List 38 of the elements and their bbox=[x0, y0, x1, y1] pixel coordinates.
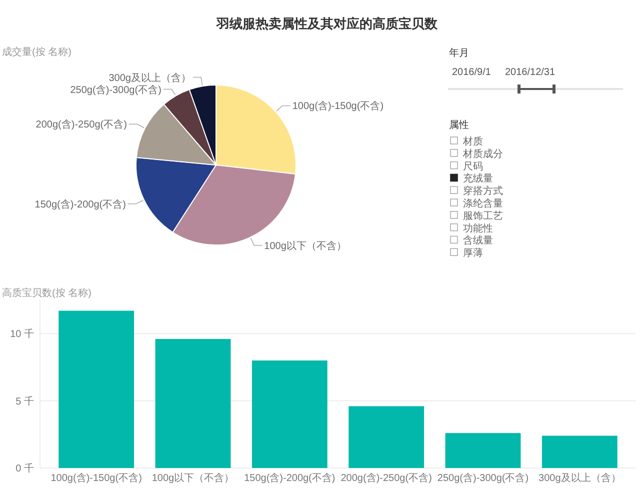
slice-label: 100g以下（不含） bbox=[264, 240, 346, 252]
text: 2016/9/1 bbox=[452, 67, 492, 78]
x-tick-label: 200g(含)-250g(不含) bbox=[340, 472, 432, 484]
x-tick-label: 150g(含)-200g(不含) bbox=[244, 472, 336, 484]
text: 年月 bbox=[449, 47, 469, 59]
slice-label: 200g(含)-250g(不含) bbox=[36, 118, 127, 131]
bar bbox=[445, 433, 521, 468]
category-label: 厚薄 bbox=[463, 247, 483, 260]
chart-title: 羽绒服热卖属性及其对应的高质宝贝数 bbox=[216, 16, 438, 31]
category-label: 材质 bbox=[462, 136, 483, 148]
category-label: 材质成分 bbox=[462, 148, 503, 160]
x-tick-label: 250g(含)-300g(不含) bbox=[437, 472, 529, 484]
bar bbox=[542, 436, 618, 468]
text: 属性 bbox=[449, 119, 469, 131]
bar bbox=[252, 360, 328, 468]
bar bbox=[348, 406, 424, 468]
slice-label: 100g(含)-150g(不含) bbox=[292, 100, 384, 112]
chart-subtitle: 成交量(按 名称) bbox=[2, 46, 72, 58]
slice-label: 150g(含)-200g(不含) bbox=[34, 198, 126, 210]
slice-label: 300g及以上（含） bbox=[108, 72, 191, 84]
bar bbox=[155, 338, 231, 468]
category-label: 涤纶含量 bbox=[463, 198, 503, 210]
y-tick-label: 10 千 bbox=[10, 328, 34, 340]
slice-label: 250g(含)-300g(不含) bbox=[70, 84, 162, 96]
category-label: 功能性 bbox=[463, 222, 493, 234]
text: 2016/12/31 bbox=[505, 67, 556, 78]
y-tick-label: 5 千 bbox=[16, 395, 34, 408]
x-tick-label: 100g(含)-150g(不含) bbox=[50, 472, 142, 484]
category-label: 充绒量 bbox=[463, 172, 493, 185]
category-label: 含绒量 bbox=[463, 234, 493, 247]
chart-title: 高质宝贝数(按 名称) bbox=[2, 287, 92, 299]
category-label: 穿搭方式 bbox=[463, 185, 503, 198]
y-tick-label: 0 千 bbox=[16, 462, 34, 474]
bar bbox=[58, 310, 134, 468]
category-label: 尺码 bbox=[463, 161, 483, 172]
x-tick-label: 300g及以上（含） bbox=[538, 472, 621, 484]
x-tick-label: 100g以下（不含） bbox=[152, 472, 234, 484]
category-label: 服饰工艺 bbox=[463, 210, 503, 222]
